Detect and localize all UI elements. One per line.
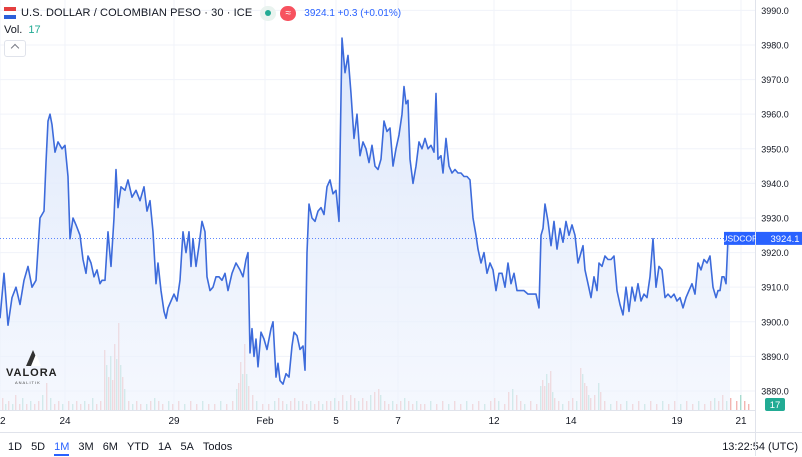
valora-analitik-logo: VALORA ANALITIK xyxy=(6,350,62,386)
time-range-selector: 1D 5D 1M 3M 6M YTD 1A 5A Todos xyxy=(8,441,241,456)
y-tick-label: 3890.0 xyxy=(761,352,789,362)
symbol-price-tag: USDCOP 3924.1 xyxy=(721,231,802,245)
symbol-tag xyxy=(724,231,755,245)
chevron-up-icon xyxy=(10,43,20,53)
x-tick-label: 14 xyxy=(565,416,577,427)
collapse-legend-button[interactable] xyxy=(4,40,26,57)
toolbar-separator xyxy=(755,431,756,456)
volume-bar xyxy=(736,401,738,410)
range-ytd[interactable]: YTD xyxy=(126,441,149,453)
last-quote: 3924.1 +0.3 (+0.01%) xyxy=(304,8,401,19)
range-todos[interactable]: Todos xyxy=(202,441,233,453)
y-tick-label: 3930.0 xyxy=(761,213,789,223)
y-tick-label: 3910.0 xyxy=(761,283,789,293)
logo-name: VALORA xyxy=(6,367,58,379)
range-1d[interactable]: 1D xyxy=(8,441,23,453)
approx-icon[interactable]: ≈ xyxy=(280,5,297,21)
x-tick-label: 29 xyxy=(168,416,180,427)
volume-value: 17 xyxy=(28,24,41,36)
volume-bar xyxy=(744,401,746,410)
y-tick-label: 3900.0 xyxy=(761,317,789,327)
x-tick-label: 7 xyxy=(395,416,401,427)
y-tick-label: 3920.0 xyxy=(761,248,789,258)
volume-bar xyxy=(748,404,750,410)
market-open-indicator[interactable] xyxy=(260,5,277,21)
range-1a[interactable]: 1A xyxy=(157,441,172,453)
volume-bar xyxy=(730,398,732,410)
x-tick-label: 12 xyxy=(488,416,500,427)
y-tick-label: 3880.0 xyxy=(761,386,789,396)
x-tick-label: 19 xyxy=(671,416,683,427)
logo-subtitle: ANALITIK xyxy=(15,380,41,385)
time-axis[interactable]: 2 24 29 Feb 5 7 12 14 19 21 xyxy=(0,416,747,427)
chart-header: U.S. DOLLAR / COLOMBIAN PESO · 30 · ICE … xyxy=(4,5,401,21)
range-3m[interactable]: 3M xyxy=(78,441,94,453)
price-tag xyxy=(756,231,802,245)
y-tick-label: 3990.0 xyxy=(761,6,789,16)
x-tick-label: 2 xyxy=(0,416,6,427)
price-change: +0.3 (+0.01%) xyxy=(337,7,402,19)
range-6m[interactable]: 6M xyxy=(102,441,118,453)
y-tick-label: 3950.0 xyxy=(761,144,789,154)
y-tick-label: 3960.0 xyxy=(761,110,789,120)
x-tick-label: 21 xyxy=(735,416,747,427)
price-axis[interactable]: 3880.0 3890.0 3900.0 3910.0 3920.0 3930.0 3940… xyxy=(761,6,789,397)
y-tick-label: 3980.0 xyxy=(761,40,789,50)
utc-clock[interactable]: 13:22:54 (UTC) xyxy=(722,441,798,453)
range-5d[interactable]: 5D xyxy=(31,441,46,453)
volume-legend[interactable]: Vol. 17 xyxy=(4,24,41,36)
symbol-title[interactable]: U.S. DOLLAR / COLOMBIAN PESO · 30 · ICE xyxy=(21,7,253,19)
x-tick-label: 5 xyxy=(333,416,339,427)
price-chart[interactable]: 3880.0 3890.0 3900.0 3910.0 3920.0 3930.0 3940… xyxy=(0,0,802,432)
bottom-toolbar: 1D 5D 1M 3M 6M YTD 1A 5A Todos 13:22:54 (UTC) xyxy=(0,432,802,457)
volume-tag-bg xyxy=(765,398,785,411)
y-tick-label: 3940.0 xyxy=(761,179,789,189)
x-tick-label: Feb xyxy=(256,416,274,427)
volume-tag: 17 xyxy=(765,398,785,411)
volume-bar xyxy=(740,395,742,410)
green-dot-icon xyxy=(265,10,272,16)
us-flag-icon xyxy=(4,7,16,19)
last-price-value: 3924.1 xyxy=(304,7,335,19)
y-tick-label: 3970.0 xyxy=(761,75,789,85)
x-tick-label: 24 xyxy=(59,416,71,427)
symbol-tag-label: USDCOP xyxy=(721,233,758,243)
range-1m[interactable]: 1M xyxy=(54,441,70,456)
range-5a[interactable]: 5A xyxy=(180,441,194,453)
volume-label: Vol. xyxy=(4,24,23,36)
price-area-fill xyxy=(0,38,730,410)
price-tag-label: 3924.1 xyxy=(770,234,799,245)
price-line xyxy=(0,37,730,385)
volume-tag-label: 17 xyxy=(770,400,781,411)
